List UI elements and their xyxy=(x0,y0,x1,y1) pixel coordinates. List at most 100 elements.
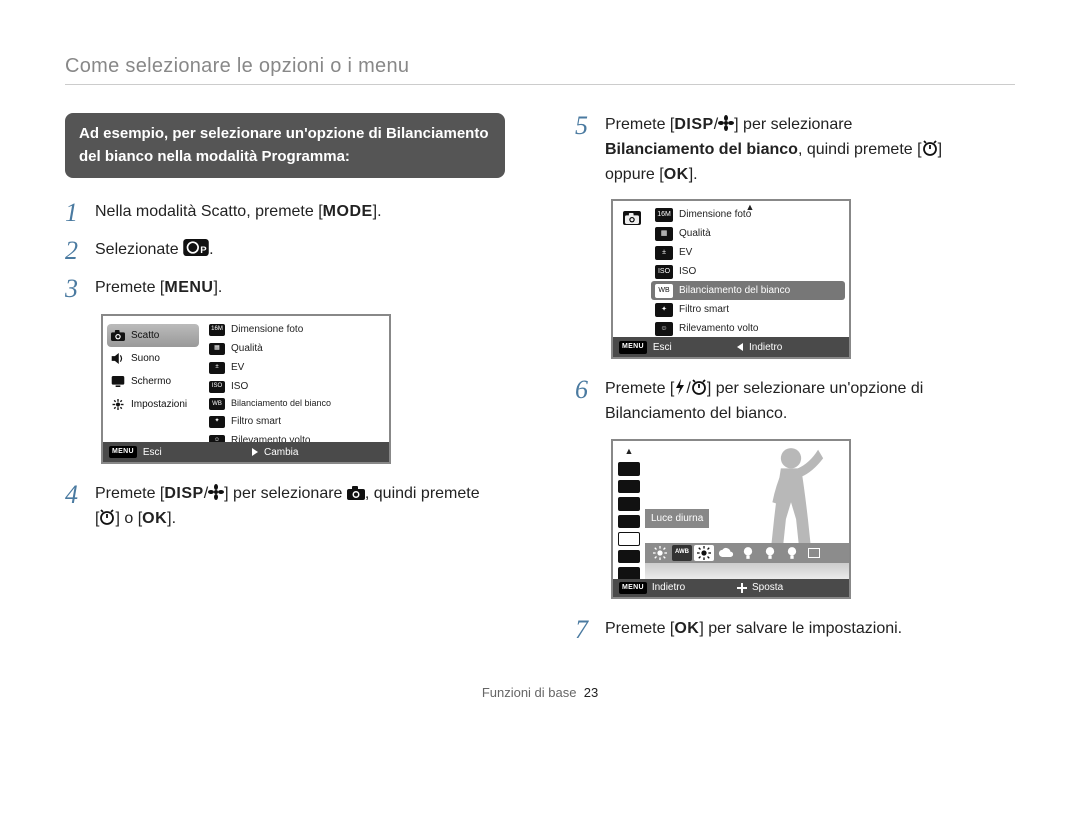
screen-icon xyxy=(111,376,125,387)
lcd3-preview: Luce diurna AWB xyxy=(645,441,849,581)
list-item: ISOISO xyxy=(203,377,389,396)
wb-option-icon xyxy=(804,545,824,561)
step-6-p2: Bilanciamento del bianco. xyxy=(605,405,787,422)
step-number: 2 xyxy=(65,238,83,264)
filter-icon: ✦ xyxy=(209,416,225,428)
step-number: 3 xyxy=(65,276,83,302)
step-1-text-before: Nella modalità Scatto, premete [ xyxy=(95,203,323,220)
step-5-p2-after: ] xyxy=(938,141,942,158)
ev-icon: ± xyxy=(209,362,225,374)
step-7: 7 Premete [OK] per salvare le impostazio… xyxy=(575,617,1015,643)
mode-button-label: MODE xyxy=(323,200,373,225)
triangle-left-icon xyxy=(737,343,743,351)
footer-label: Funzioni di base xyxy=(482,685,577,700)
list-item: ±EV xyxy=(651,243,845,262)
ok-button-label: OK xyxy=(142,507,167,532)
step-6-p1-after: ] per selezionare un'opzione di xyxy=(707,380,924,397)
page-title: Come selezionare le opzioni o i menu xyxy=(65,55,1015,85)
ok-button-label: OK xyxy=(664,163,689,188)
quality-icon: ▦ xyxy=(209,343,225,355)
tab-label: Scatto xyxy=(131,328,159,343)
step-5-p1-before: Premete [ xyxy=(605,116,674,133)
list-item: ✦Filtro smart xyxy=(651,300,845,319)
tab-schermo: Schermo xyxy=(103,370,203,393)
step-5-p3-after: ]. xyxy=(689,166,698,183)
step-5-p1-after: ] per selezionare xyxy=(734,116,852,133)
intro-box: Ad esempio, per selezionare un'opzione d… xyxy=(65,113,505,178)
bb-left-label: Esci xyxy=(653,340,672,355)
step-6: 6 Premete [/] per selezionare un'opzione… xyxy=(575,377,1015,427)
step-number: 1 xyxy=(65,200,83,226)
step-number: 6 xyxy=(575,377,593,403)
wb-option-strip: AWB xyxy=(645,543,849,563)
disp-button-label: DISP xyxy=(674,113,713,138)
filter-icon xyxy=(618,550,640,563)
wb-option-icon xyxy=(782,545,802,561)
lcd1-tabs: Scatto Suono Schermo Impostazioni xyxy=(103,316,203,444)
step-1-text-after: ]. xyxy=(373,203,382,220)
menu-chip-icon: MENU xyxy=(619,341,647,354)
macro-flower-icon xyxy=(208,484,224,500)
timer-icon xyxy=(691,379,707,395)
disp-button-label: DISP xyxy=(164,482,203,507)
step-4-p2-after: ]. xyxy=(167,510,176,527)
step-2-text-before: Selezionate xyxy=(95,241,183,258)
macro-flower-icon xyxy=(718,115,734,131)
step-number: 7 xyxy=(575,617,593,643)
step-7-text-before: Premete [ xyxy=(605,620,674,637)
iso-icon xyxy=(618,515,640,528)
page-number: 23 xyxy=(584,685,598,700)
step-1: 1 Nella modalità Scatto, premete [MODE]. xyxy=(65,200,505,226)
ev-icon xyxy=(618,497,640,510)
program-mode-icon xyxy=(183,239,209,256)
bb-right-label: Cambia xyxy=(264,445,298,460)
step-4: 4 Premete [DISP/] per selezionare , quin… xyxy=(65,482,505,532)
bb-left-label: Esci xyxy=(143,445,162,460)
face-icon: ☺ xyxy=(655,322,673,336)
tab-label: Impostazioni xyxy=(131,397,187,412)
iso-icon: ISO xyxy=(209,381,225,393)
ok-button-label: OK xyxy=(674,617,699,642)
wb-option-icon xyxy=(760,545,780,561)
camera-icon xyxy=(623,211,641,225)
up-arrow-icon: ▲ xyxy=(625,445,634,459)
speaker-icon xyxy=(111,353,125,364)
wb-icon: WB xyxy=(209,398,225,410)
gear-icon xyxy=(111,399,125,410)
lcd3-left-icons: ▲ xyxy=(613,441,645,581)
step-6-p1-before: Premete [ xyxy=(605,380,674,397)
lcd3-bottom-bar: MENUIndietro Sposta xyxy=(613,579,849,597)
step-7-text-after: ] per salvare le impostazioni. xyxy=(699,620,902,637)
lcd2-bottom-bar: MENU Esci Indietro xyxy=(613,337,849,357)
timer-icon xyxy=(922,140,938,156)
step-2: 2 Selezionate . xyxy=(65,238,505,264)
list-item: ☺Rilevamento volto xyxy=(651,319,845,338)
triangle-right-icon xyxy=(252,448,258,456)
size-icon: 16M xyxy=(655,208,673,222)
nav-cross-icon xyxy=(737,583,747,593)
wb-icon: WB xyxy=(655,284,673,298)
camera-icon xyxy=(347,486,365,500)
step-4-p1-after: ] per selezionare xyxy=(224,485,347,502)
filter-icon: ✦ xyxy=(655,303,673,317)
step-3-text-before: Premete [ xyxy=(95,279,164,296)
bb-right-label: Indietro xyxy=(749,340,782,355)
step-number: 5 xyxy=(575,113,593,139)
bb-left-label: Indietro xyxy=(652,580,685,595)
step-4-p1-before: Premete [ xyxy=(95,485,164,502)
quality-icon: ▦ xyxy=(655,227,673,241)
wb-option-icon: AWB xyxy=(672,545,692,561)
wb-option-icon xyxy=(650,545,670,561)
lcd-screenshot-3: ▲ Luce diurna AWB xyxy=(611,439,851,599)
lcd-screenshot-2: ▲ 16MDimensione foto ▦Qualità ±EV ISOISO… xyxy=(611,199,851,359)
step-5: 5 Premete [DISP/] per selezionare Bilanc… xyxy=(575,113,1015,187)
wb-option-icon xyxy=(738,545,758,561)
tab-scatto: Scatto xyxy=(107,324,199,347)
lcd1-items: 16MDimensione foto ▦Qualità ±EV ISOISO W… xyxy=(203,316,389,444)
size-icon xyxy=(618,462,640,475)
step-2-text-after: . xyxy=(209,241,213,258)
step-number: 4 xyxy=(65,482,83,508)
lcd2-left-icons xyxy=(613,201,651,339)
quality-icon xyxy=(618,480,640,493)
menu-button-label: MENU xyxy=(164,276,213,301)
